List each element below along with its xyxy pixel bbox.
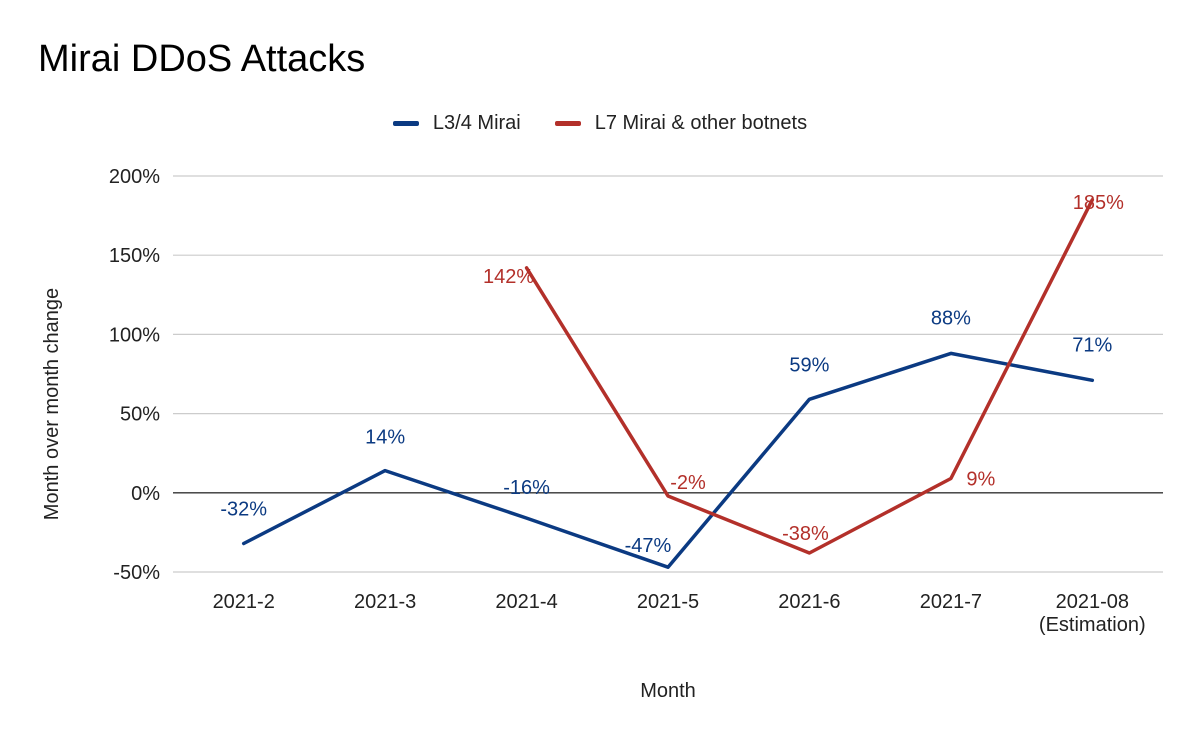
legend-swatch-l34 bbox=[392, 121, 419, 126]
data-label: -16% bbox=[503, 477, 550, 499]
x-tick-label: 2021-7 bbox=[920, 591, 982, 613]
chart-title: Mirai DDoS Attacks bbox=[38, 38, 366, 80]
data-label: -47% bbox=[625, 535, 672, 557]
legend-label-l34: L3/4 Mirai bbox=[432, 112, 521, 134]
y-tick-label: 200% bbox=[109, 166, 160, 188]
x-tick-label: 2021-4 bbox=[495, 591, 557, 613]
x-tick-label: 2021-3 bbox=[354, 591, 416, 613]
legend-label-l7: L7 Mirai & other botnets bbox=[594, 112, 808, 134]
legend-item-l7: L7 Mirai & other botnets bbox=[554, 112, 808, 135]
x-tick-label: 2021-6 bbox=[778, 591, 840, 613]
series-line-l7 bbox=[524, 198, 1095, 555]
y-tick-label: 0% bbox=[131, 483, 160, 505]
y-tick-label: 150% bbox=[109, 245, 160, 267]
y-tick-label: 100% bbox=[109, 324, 160, 346]
series-line-l34 bbox=[241, 351, 1095, 569]
data-label: 88% bbox=[931, 307, 971, 329]
x-tick-label: 2021-2 bbox=[213, 591, 275, 613]
data-label: -38% bbox=[782, 523, 829, 545]
y-axis-title: Month over month change bbox=[41, 288, 63, 520]
data-label: 9% bbox=[966, 469, 995, 491]
x-tick-label: 2021-5 bbox=[637, 591, 699, 613]
data-label: 185% bbox=[1073, 192, 1124, 214]
y-tick-label: 50% bbox=[120, 404, 160, 426]
legend-swatch-l7 bbox=[554, 121, 581, 126]
data-label: 142% bbox=[483, 266, 534, 288]
x-tick-label: 2021-08 (Estimation) bbox=[1039, 591, 1146, 636]
data-label: -32% bbox=[220, 498, 267, 520]
data-label: 71% bbox=[1072, 334, 1112, 356]
legend: L3/4 Mirai L7 Mirai & other botnets bbox=[0, 112, 1200, 135]
x-axis-title: Month bbox=[640, 680, 696, 702]
data-label: 14% bbox=[365, 427, 405, 449]
y-tick-label: -50% bbox=[113, 562, 160, 584]
data-label: -2% bbox=[670, 472, 706, 494]
data-label: 59% bbox=[789, 354, 829, 376]
legend-item-l34: L3/4 Mirai bbox=[392, 112, 521, 135]
